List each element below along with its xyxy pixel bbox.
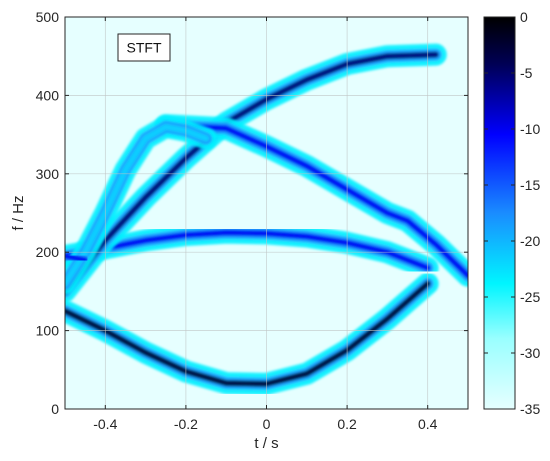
annotation-text: STFT: [127, 40, 162, 56]
colorbar: [484, 17, 515, 409]
grid-lines: [65, 17, 468, 409]
x-tick-label: 0.2: [337, 416, 357, 432]
y-tick-label: 0: [51, 401, 59, 417]
component-parabola-upward: [65, 272, 439, 395]
colorbar-tick-label: -30: [520, 345, 540, 361]
component-rising: [65, 43, 447, 303]
y-tick-label: 400: [36, 87, 60, 103]
colorbar-tick-label: -20: [520, 233, 540, 249]
colorbar-tick-label: -10: [520, 121, 540, 137]
y-tick-label: 500: [36, 9, 60, 25]
x-axis-label: t / s: [254, 435, 278, 452]
y-axis: 0 100 200 300 400 500: [36, 9, 468, 417]
component-falling-early: [65, 115, 217, 295]
y-tick-label: 300: [36, 166, 60, 182]
annotation-box: [117, 33, 171, 62]
x-tick-label: -0.2: [174, 416, 198, 432]
y-tick-label: 200: [36, 244, 60, 260]
x-tick-label: 0: [263, 416, 271, 432]
colorbar-tick-label: -25: [520, 289, 540, 305]
colorbar-tick-label: -15: [520, 177, 540, 193]
colorbar-box: [483, 16, 516, 410]
colorbar-ticks: 0 -5 -10 -15 -20 -25 -30 -35: [484, 9, 540, 417]
y-axis-label: f / Hz: [10, 195, 27, 230]
x-tick-label: 0.4: [418, 416, 438, 432]
colorbar-tick-label: -35: [520, 401, 540, 417]
colorbar-tick-label: 0: [520, 9, 528, 25]
x-tick-label: -0.4: [93, 416, 117, 432]
component-ridge: [65, 280, 431, 387]
x-axis: -0.4 -0.2 0 0.2 0.4: [93, 17, 438, 432]
component-ridge: [65, 123, 209, 287]
component-tone: [65, 245, 97, 271]
component-ridge: [65, 51, 439, 295]
y-tick-label: 100: [36, 323, 60, 339]
colorbar-tick-label: -5: [520, 65, 533, 81]
component-ridge: [65, 253, 89, 263]
